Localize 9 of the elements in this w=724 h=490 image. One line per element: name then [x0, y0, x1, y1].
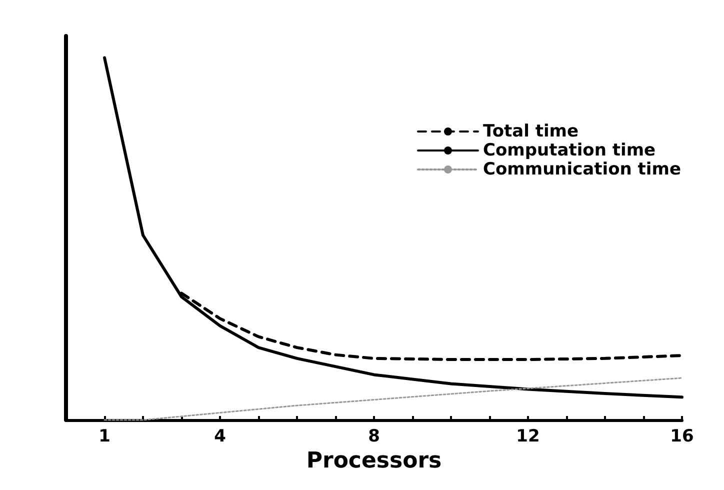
x-tick-label: 1	[98, 426, 110, 446]
x-tick-label: 16	[670, 426, 694, 446]
legend-label: Computation time	[482, 140, 656, 160]
x-tick-label: 8	[368, 426, 380, 446]
x-tick-label: 4	[214, 426, 226, 446]
legend-label: Communication time	[482, 160, 681, 180]
legend-label: Total time	[482, 122, 579, 142]
x-tick-label: 12	[516, 426, 540, 446]
x-axis-title: Processors	[306, 448, 442, 474]
